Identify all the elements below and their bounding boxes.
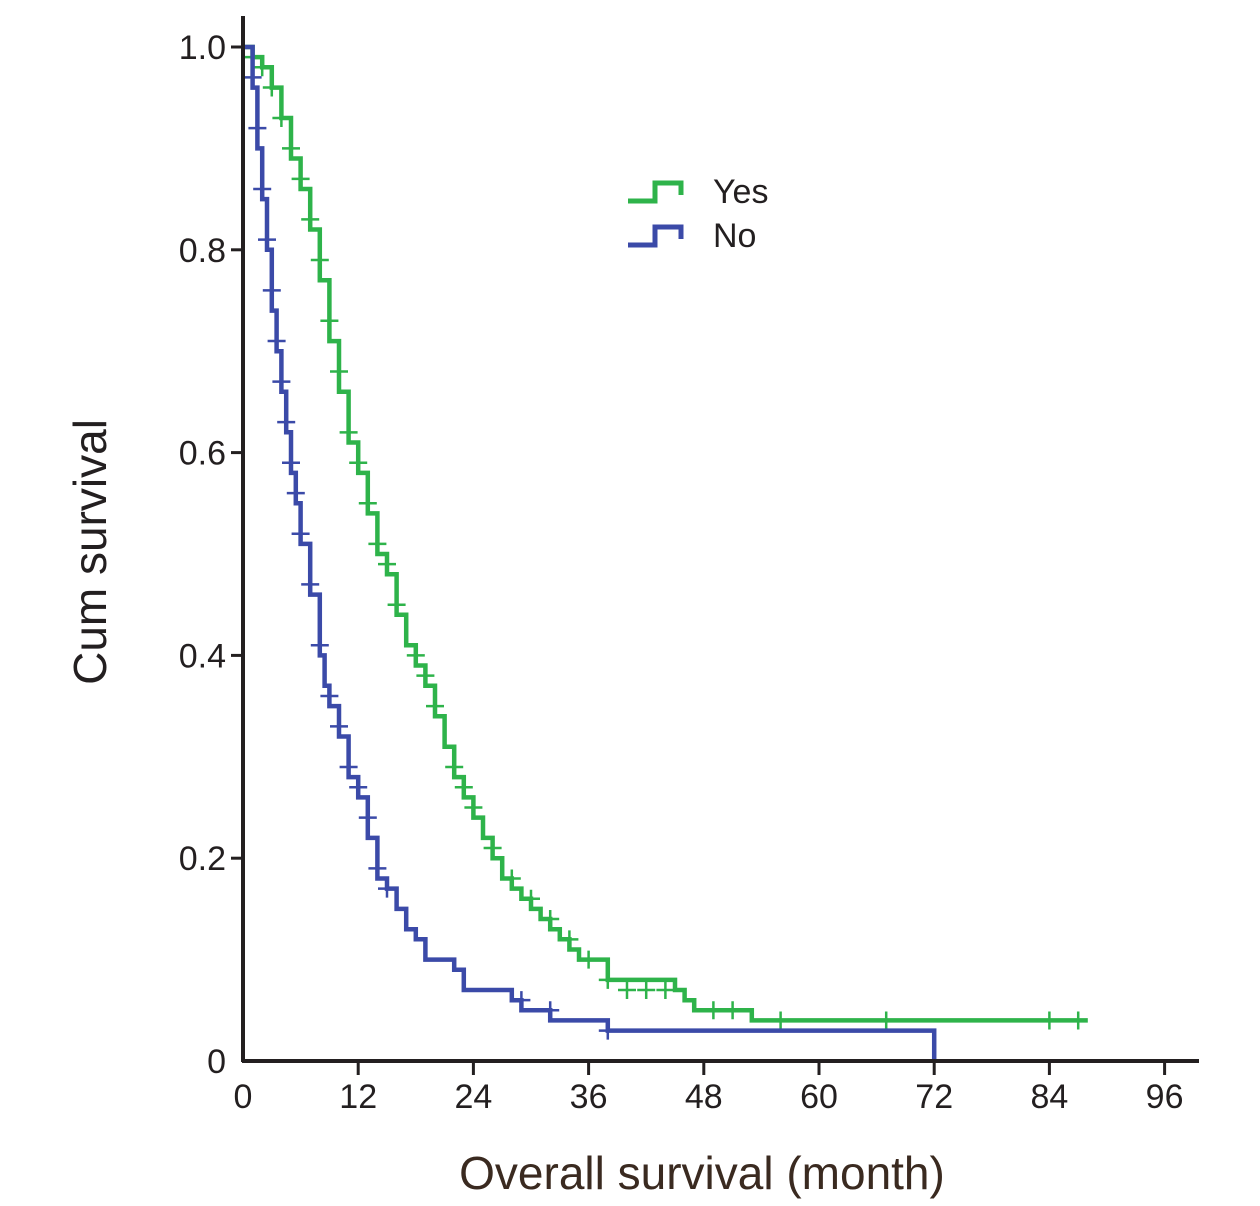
legend-swatch-no [628,224,684,248]
y-tick-label: 1.0 [179,29,226,67]
censor-mark-yes [1040,1011,1059,1030]
censor-mark-no [253,179,272,198]
censor-mark-no [358,808,377,827]
censor-mark-yes [301,210,320,229]
censor-mark-yes [282,139,300,158]
censor-mark-no [248,119,267,138]
censor-mark-no [541,1001,560,1020]
curves-layer [234,38,1088,1061]
censor-mark-no [349,778,368,797]
censor-mark-yes [454,778,473,797]
censor-mark-yes [704,1001,723,1020]
censor-mark-yes [637,981,656,1000]
censor-mark-yes [771,1011,790,1030]
censor-mark-yes [598,970,617,989]
x-tick-label: 84 [1030,1078,1068,1116]
censor-mark-no [282,453,300,472]
censor-mark-no [277,413,296,432]
censor-mark-no [378,879,396,898]
x-tick-label: 0 [234,1078,253,1116]
censor-mark-no [267,332,286,351]
censor-mark-yes [253,58,272,77]
censor-mark-yes [358,494,377,513]
censor-mark-yes [579,950,598,969]
censor-mark-no [301,575,320,594]
censor-mark-no [330,717,348,736]
censor-mark-yes [541,910,560,929]
series-no [234,38,937,1061]
x-tick-label: 12 [339,1078,377,1116]
x-tick-label: 72 [915,1078,953,1116]
censor-mark-yes [262,78,281,97]
censor-mark-yes [522,889,540,908]
censor-mark-no [291,524,310,543]
survival-curve-yes [243,44,1088,1023]
censor-mark-no [320,686,339,705]
censor-mark-yes [339,423,358,442]
survival-curve-no [243,44,937,1061]
legend-swatch-yes [628,180,684,204]
censor-mark-yes [349,453,368,472]
censor-mark-yes [368,534,387,553]
censor-mark-no [310,636,329,655]
y-tick-label: 0.8 [179,232,226,270]
legend-label-yes: Yes [713,173,768,211]
x-tick-label: 96 [1146,1078,1184,1116]
censor-mark-yes [378,555,396,574]
y-tick-label: 0.4 [179,637,226,675]
censor-mark-yes [560,930,579,949]
censor-mark-no [512,991,531,1010]
censor-mark-no [262,281,281,300]
legend: Yes No [628,173,768,255]
censor-mark-yes [483,839,502,858]
x-tick-label: 60 [800,1078,838,1116]
censor-mark-no [368,859,387,878]
y-tick-label: 0 [207,1043,226,1081]
series-yes [243,44,1088,1030]
censor-mark-yes [656,981,675,1000]
censor-mark-yes [310,250,329,269]
censor-mark-yes [320,311,339,330]
censor-mark-yes [272,108,291,127]
y-tick-label: 0.2 [179,840,226,878]
censor-mark-yes [502,869,521,888]
axes-layer: 0 12 24 36 48 60 72 84 96 0 0.2 0.4 0.6 0.8 1.0 [179,16,1199,1116]
x-axis-title: Overall survival (month) [459,1147,945,1199]
censor-mark-yes [1069,1011,1088,1030]
censor-mark-no [598,1021,617,1040]
y-tick-label: 0.6 [179,435,226,473]
censor-mark-yes [464,798,483,817]
censor-mark-yes [416,666,435,685]
censor-mark-yes [291,169,310,188]
censor-mark-yes [387,595,406,614]
censor-mark-no [272,372,291,391]
censor-mark-yes [330,362,348,381]
x-tick-label: 24 [454,1078,492,1116]
censor-mark-yes [406,646,425,665]
y-axis-title: Cum survival [64,419,116,685]
censor-mark-yes [426,697,444,716]
legend-label-no: No [713,217,756,255]
censor-mark-yes [723,1001,742,1020]
x-tick-label: 36 [570,1078,608,1116]
censor-mark-no [339,757,358,776]
censor-mark-yes [618,981,636,1000]
censor-mark-yes [877,1011,896,1030]
censor-mark-no [243,68,262,87]
censor-mark-yes [445,757,464,776]
censor-mark-no [258,230,276,249]
censor-mark-no [286,484,305,503]
x-tick-label: 48 [685,1078,723,1116]
